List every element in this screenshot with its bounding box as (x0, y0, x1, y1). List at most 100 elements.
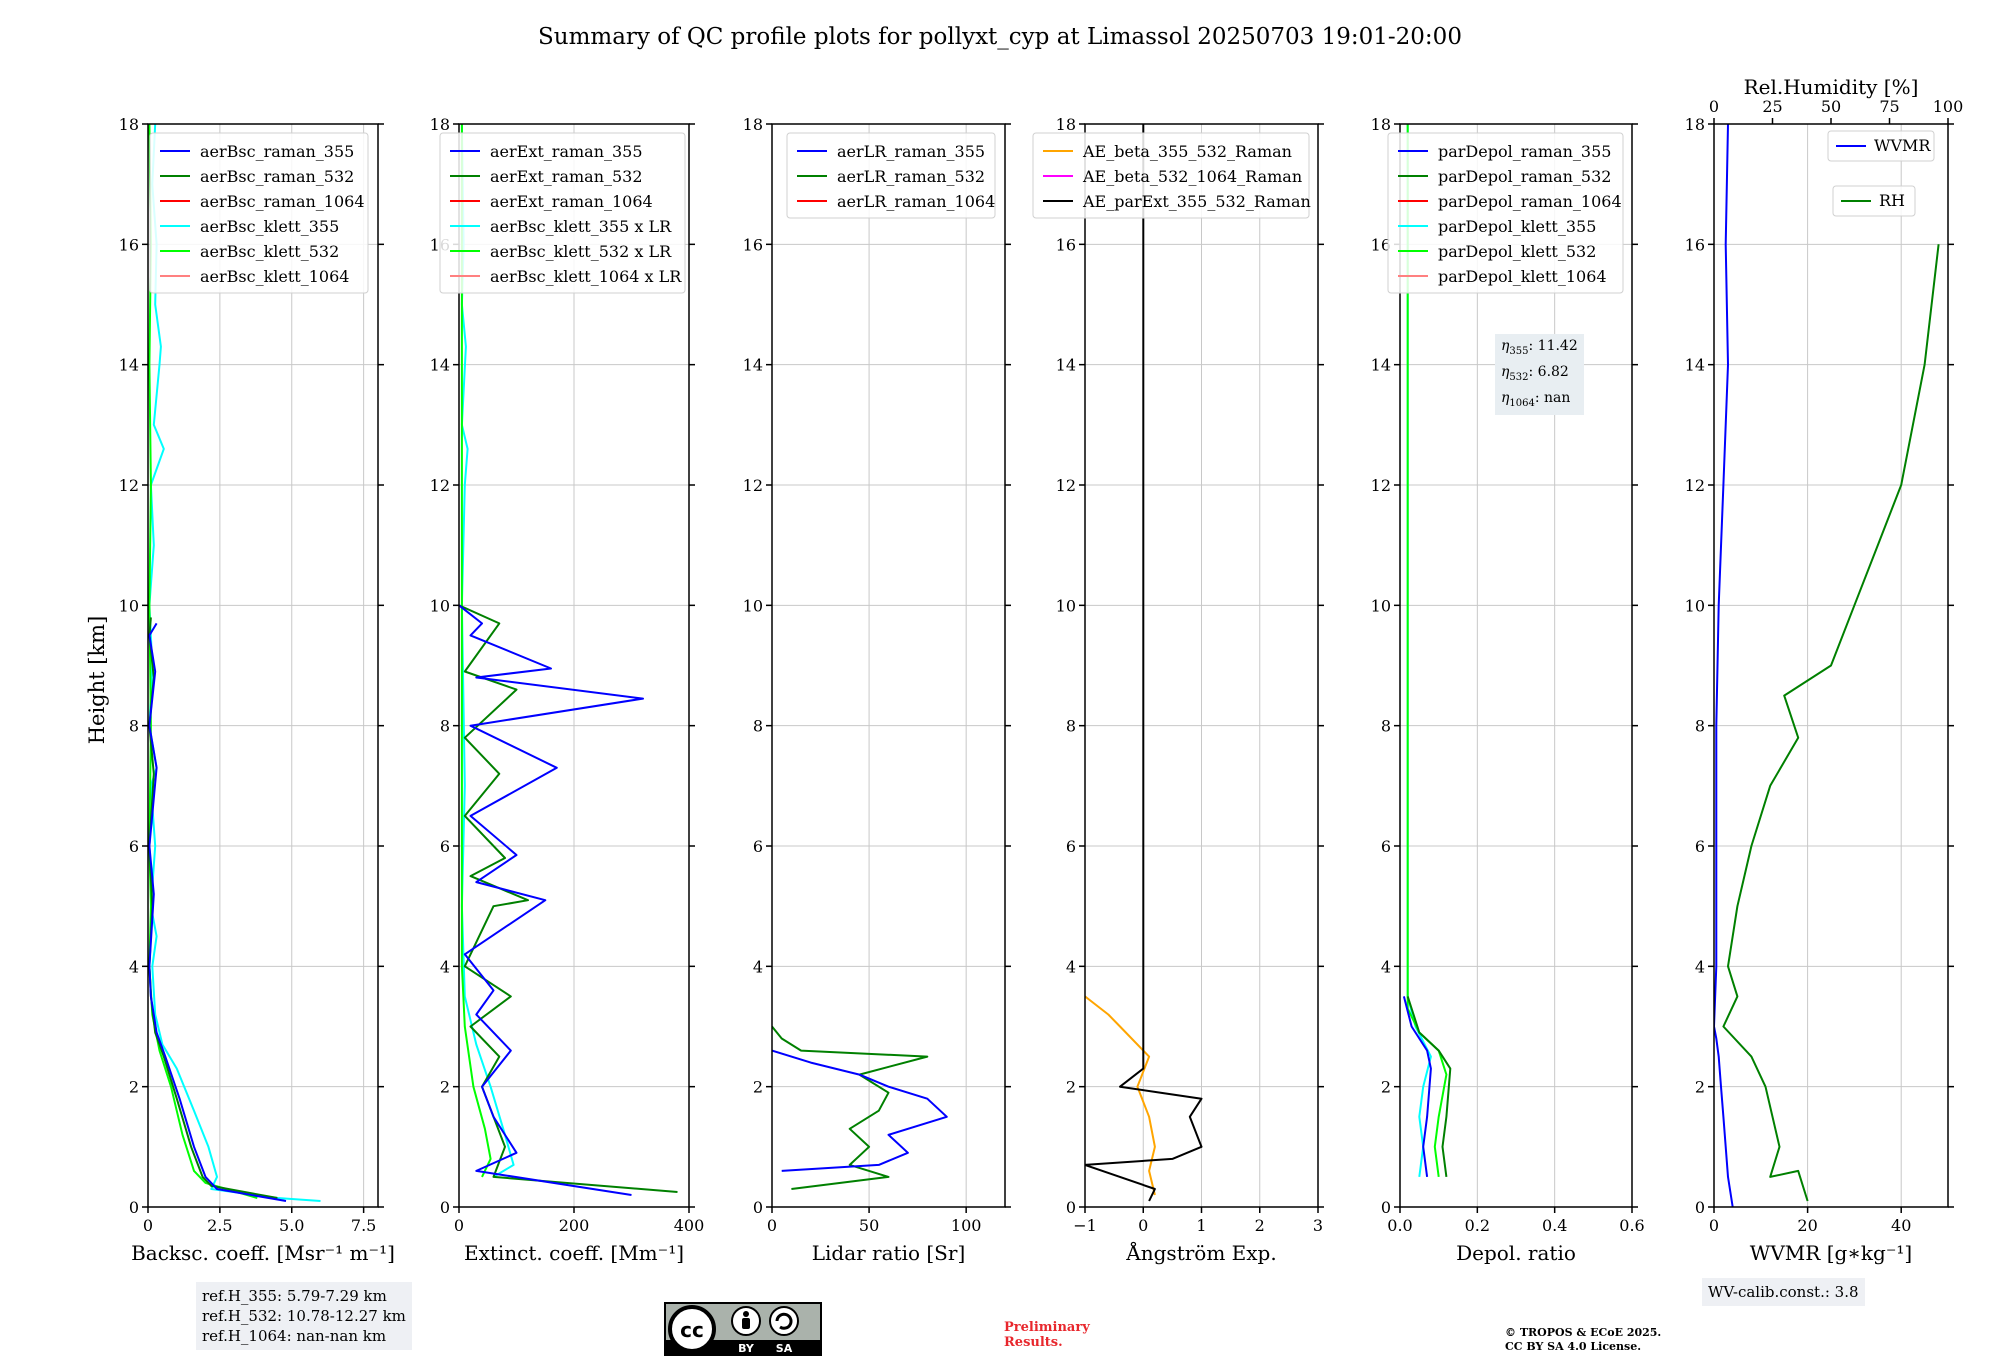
y-tick-label: 0 (129, 1198, 139, 1217)
x-tick-label: 40 (1891, 1216, 1911, 1235)
y-tick-label: 18 (1371, 115, 1391, 134)
x-tick-label: 0 (1709, 1216, 1719, 1235)
panel-bsc: 0 2 4 6 8 10 12 14 16 18 0 2.5 5.0 7.5 Backsc. coeff. … (119, 115, 395, 1265)
x-tick-label: 0.6 (1619, 1216, 1644, 1235)
legend-label: aerBsc_raman_355 (200, 142, 354, 161)
x-axis-label: Backsc. coeff. [Msr⁻¹ m⁻¹] (131, 1241, 395, 1265)
y-tick-label: 10 (430, 596, 450, 615)
legend-label: aerBsc_klett_1064 (200, 267, 349, 286)
legend-label: aerLR_raman_1064 (837, 192, 995, 211)
preliminary-note: Preliminary Results. (1004, 1320, 1090, 1350)
plot-area-depol (1402, 124, 1452, 1178)
x-tick-label: 3 (1313, 1216, 1323, 1235)
y-tick-label: 6 (753, 837, 763, 856)
axes-frame (147, 123, 379, 1208)
legend-label: parDepol_raman_355 (1438, 142, 1611, 161)
legend-box (149, 132, 369, 294)
legend-box (1032, 132, 1310, 219)
y-tick-label: 10 (1056, 596, 1076, 615)
top-x-tick-label: 100 (1933, 97, 1964, 116)
legend-box (1387, 132, 1624, 294)
plot-area-ae (1085, 124, 1203, 1202)
sa-icon (769, 1306, 799, 1336)
y-tick-label: 10 (1685, 596, 1705, 615)
preliminary-line-2: Results. (1004, 1335, 1063, 1350)
legend-label: AE_beta_355_532_Raman (1082, 142, 1292, 161)
legend-box (1827, 130, 1935, 162)
sa-arrow (775, 1312, 793, 1330)
y-tick-label: 16 (119, 235, 139, 254)
y-tick-label: 8 (440, 717, 450, 736)
y-tick-label: 0 (753, 1198, 763, 1217)
x-tick-label: 0 (143, 1216, 153, 1235)
legend-box (1832, 185, 1916, 217)
y-tick-label: 14 (1056, 356, 1076, 375)
y-tick-label: 8 (1381, 717, 1391, 736)
y-tick-label: 18 (119, 115, 139, 134)
ref-h-532: ref.H_532: 10.78-12.27 km (202, 1307, 406, 1325)
legend-ae: AE_beta_355_532_Raman AE_beta_532_1064_Ra… (1032, 132, 1311, 219)
y-tick-label: 16 (1056, 235, 1076, 254)
legend-label: aerExt_raman_532 (490, 167, 643, 186)
legend-label: parDepol_klett_355 (1438, 217, 1596, 236)
y-tick-label: 18 (743, 115, 763, 134)
axes-frame (1399, 123, 1633, 1208)
reference-height-box: ref.H_355: 5.79-7.29 km ref.H_532: 10.78… (196, 1282, 412, 1350)
copyright-line-1: © TROPOS & ECoE 2025. (1505, 1326, 1662, 1339)
legend-label: aerBsc_klett_532 (200, 242, 339, 261)
legend-label: AE_parExt_355_532_Raman (1082, 192, 1311, 211)
y-tick-label: 6 (440, 837, 450, 856)
x-axis-label: Ångström Exp. (1125, 1240, 1276, 1265)
legend-label: aerBsc_raman_532 (200, 167, 354, 186)
wv-calib-text: WV-calib.const.: 3.8 (1708, 1283, 1859, 1301)
y-tick-label: 6 (1381, 837, 1391, 856)
cc-glyph: cc (680, 1318, 704, 1342)
sa-label: SA (776, 1342, 793, 1355)
ref-h-355: ref.H_355: 5.79-7.29 km (202, 1287, 387, 1305)
y-tick-label: 12 (430, 476, 450, 495)
series-AE_beta_355_532_Raman (1085, 995, 1156, 1196)
ref-h-1064: ref.H_1064: nan-nan km (202, 1327, 387, 1345)
y-tick-label: 4 (1695, 957, 1705, 976)
legend-ext: aerExt_raman_355 aerExt_raman_532 aerExt_r… (439, 132, 686, 294)
y-tick-label: 6 (1695, 837, 1705, 856)
eta-355-value: 11.42 (1537, 338, 1578, 354)
plot-area-ext (459, 124, 678, 1196)
legend-label: aerBsc_klett_355 x LR (490, 217, 672, 236)
series-parDepol_raman_355 (1402, 996, 1432, 1178)
y-tick-label: 12 (743, 476, 763, 495)
y-tick-label: 6 (1066, 837, 1076, 856)
eta-box: η355: 11.42 η532: 6.82 η1064: nan (1495, 334, 1584, 416)
legend-label: parDepol_klett_1064 (1438, 267, 1607, 286)
x-tick-label: 0 (454, 1216, 464, 1235)
x-tick-label: 0.4 (1542, 1216, 1567, 1235)
y-tick-label: 0 (1381, 1198, 1391, 1217)
legend-label: aerBsc_raman_1064 (200, 192, 365, 211)
x-tick-label: 2 (1255, 1216, 1265, 1235)
plot-area-bsc (148, 124, 321, 1202)
eta-532-value: 6.82 (1537, 363, 1569, 380)
y-tick-label: 18 (1056, 115, 1076, 134)
y-tick-label: 0 (1066, 1198, 1076, 1217)
y-tick-label: 0 (440, 1198, 450, 1217)
series-parDepol_raman_532 (1406, 996, 1452, 1178)
series-aerExt_raman_355 (459, 604, 644, 1196)
top-x-tick-label: 50 (1821, 97, 1841, 116)
y-tick-label: 2 (129, 1078, 139, 1097)
figure-title: Summary of QC profile plots for pollyxt_… (538, 24, 1462, 50)
y-tick-label: 12 (1056, 476, 1076, 495)
y-tick-label: 14 (1685, 356, 1705, 375)
x-axis-label: Extinct. coeff. [Mm⁻¹] (464, 1241, 684, 1265)
series-RH (1722, 244, 1940, 1202)
y-tick-label: 0 (1695, 1198, 1705, 1217)
panel-ext: 0246810121416180200400Extinct. coeff. [M… (430, 115, 705, 1265)
by-person-body (742, 1318, 750, 1329)
x-tick-label: −1 (1073, 1216, 1097, 1235)
y-tick-label: 16 (1685, 235, 1705, 254)
y-tick-label: 8 (753, 717, 763, 736)
cc-icon (668, 1305, 716, 1353)
top-x-tick-label: 25 (1762, 97, 1782, 116)
y-tick-label: 4 (1381, 957, 1391, 976)
legend-label: RH (1879, 191, 1905, 210)
